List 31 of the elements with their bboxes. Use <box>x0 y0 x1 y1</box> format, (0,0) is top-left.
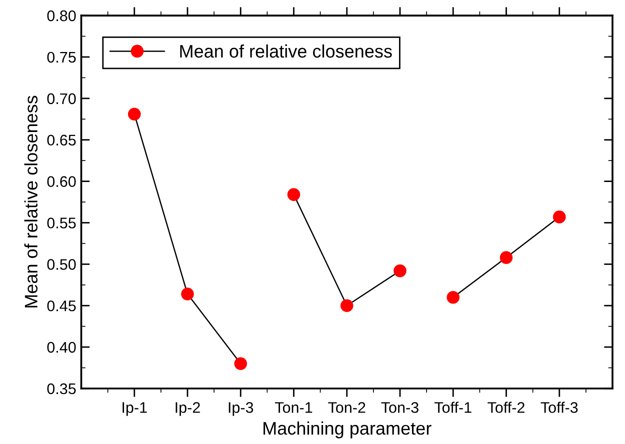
x-tick-label: Ton-1 <box>274 402 312 413</box>
x-tick-label: Toff-2 <box>488 402 524 413</box>
y-tick-label: 0.75 <box>47 52 76 63</box>
x-tick-label: Ip-1 <box>122 402 147 416</box>
x-tick-label: Toff-1 <box>434 402 472 413</box>
legend-label: Mean of relative closeness <box>180 44 392 58</box>
point <box>181 288 194 300</box>
y-axis-title: Mean of relative closeness <box>24 96 38 308</box>
point <box>552 210 566 224</box>
x-tick-label: Ip-3 <box>228 402 254 416</box>
x-axis-title: Machining parameter <box>264 421 432 438</box>
y-tick-label: 0.35 <box>47 383 76 394</box>
x-tick-label: Ip-2 <box>176 402 200 416</box>
y-tick-label: 0.50 <box>47 259 76 270</box>
y-tick-label: 0.45 <box>47 300 76 312</box>
x-tick-label: Ton-3 <box>381 402 418 413</box>
y-tick-label: 0.60 <box>47 176 76 187</box>
point <box>394 264 406 278</box>
point <box>234 357 248 370</box>
point <box>287 188 300 201</box>
y-tick-label: 0.70 <box>47 93 76 104</box>
y-tick-label: 0.40 <box>47 342 76 353</box>
y-tick-label: 0.80 <box>47 10 76 22</box>
x-tick-label: Ton-2 <box>328 402 366 413</box>
x-tick-label: Toff-3 <box>540 402 578 413</box>
y-tick-label: 0.65 <box>47 134 76 146</box>
point <box>340 299 354 312</box>
y-tick-label: 0.55 <box>47 218 76 228</box>
point <box>128 108 141 121</box>
point <box>446 290 460 304</box>
point <box>500 251 513 264</box>
